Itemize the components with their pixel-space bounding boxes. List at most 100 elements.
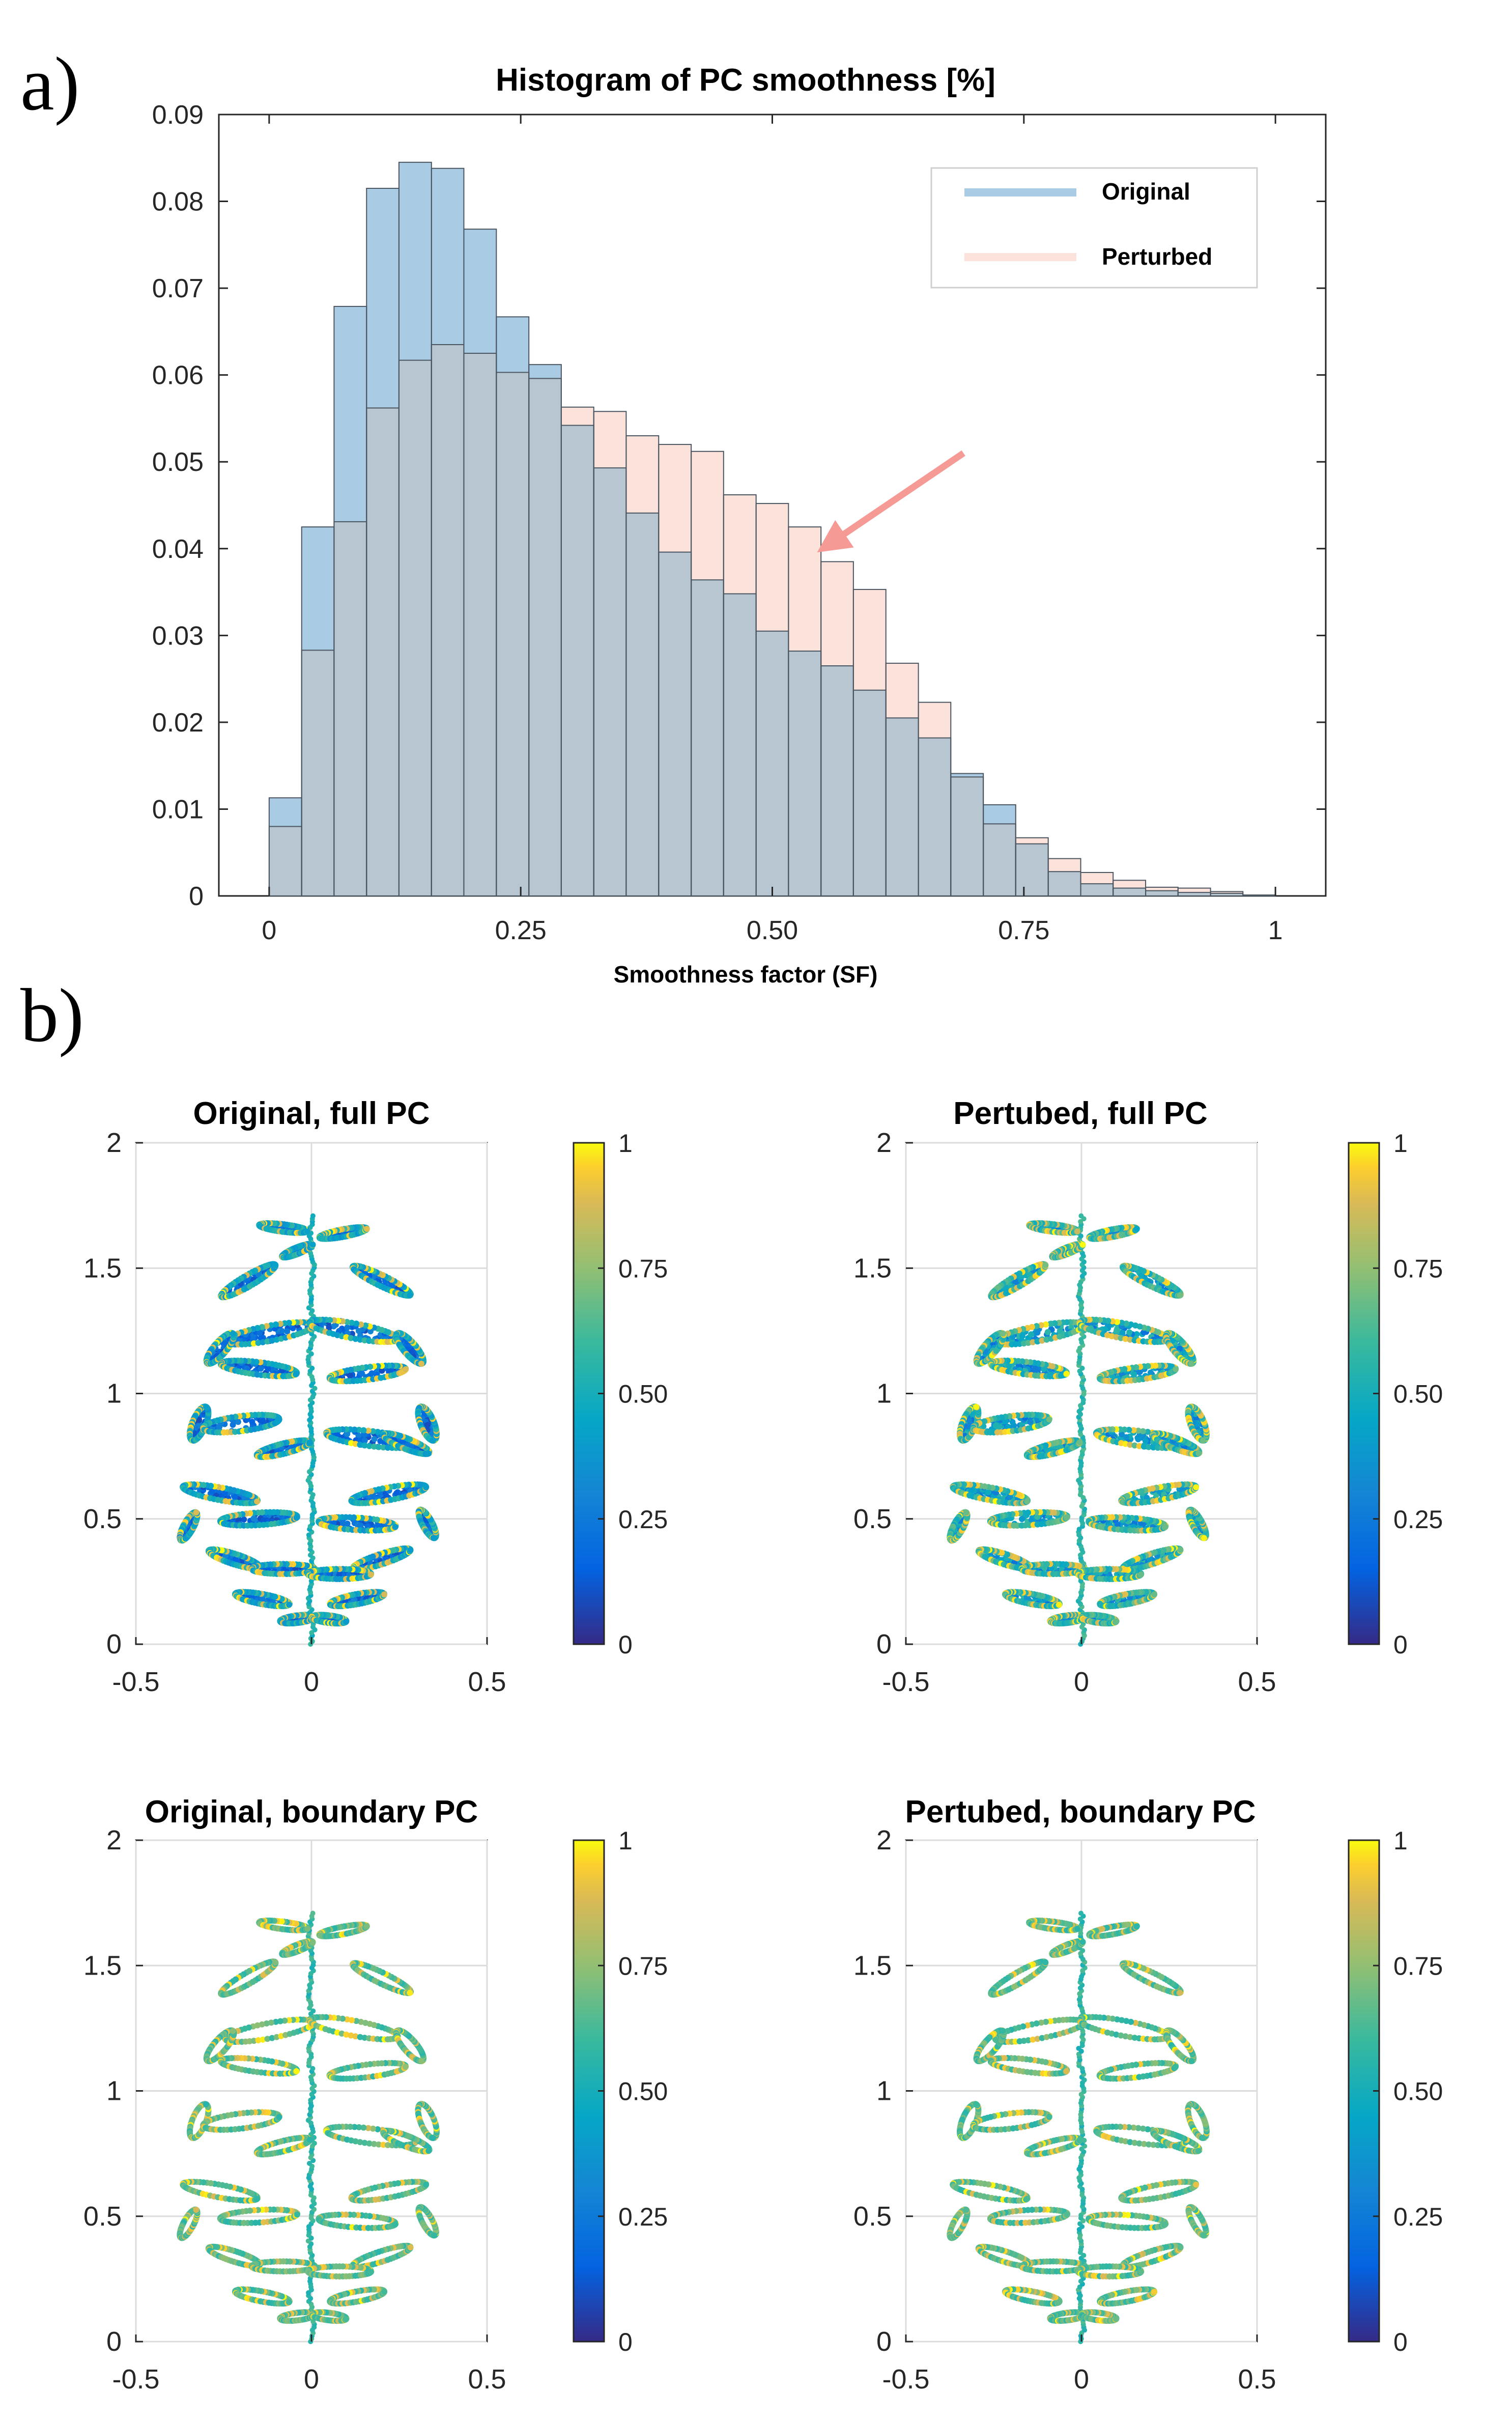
overlap-bar xyxy=(951,777,984,896)
perturbed-bar xyxy=(561,407,594,426)
overlap-bar xyxy=(301,650,334,896)
colorbar-tick-label: 0.25 xyxy=(618,1505,668,1534)
leaf-edge-point xyxy=(193,1509,199,1516)
overlap-bar xyxy=(593,468,626,896)
panel-label-a: a) xyxy=(20,42,80,126)
overlap-bar xyxy=(1080,884,1114,896)
overlap-bar xyxy=(853,690,886,896)
original-bar xyxy=(529,364,561,379)
perturbed-bar xyxy=(1113,880,1146,888)
perturbed-bar xyxy=(821,561,853,666)
x-tick-label: 0 xyxy=(262,916,276,945)
leaf-edge-point xyxy=(294,1514,300,1521)
y-tick-label: 1.5 xyxy=(83,1253,122,1283)
leaf-edge-point xyxy=(276,1416,282,1423)
leaf-point xyxy=(344,1324,351,1331)
overlap-bar xyxy=(659,552,692,896)
overlap-bar xyxy=(1210,893,1243,896)
x-tick-label: 0.50 xyxy=(747,916,798,945)
leaf-edge-point xyxy=(430,1437,436,1444)
overlap-bar xyxy=(529,378,561,896)
x-tick-label: -0.5 xyxy=(112,1667,159,1697)
perturbed-bar xyxy=(1178,888,1211,893)
colorbar-ticks: 00.250.500.751 xyxy=(598,1129,668,1659)
annotation-arrow xyxy=(817,450,965,553)
overlap-bar xyxy=(918,738,951,896)
y-tick-label: 0.08 xyxy=(152,187,204,217)
y-tick-label: 0.02 xyxy=(152,708,204,738)
overlap-bar xyxy=(431,344,464,896)
overlap-bar xyxy=(723,594,756,896)
original-bar xyxy=(983,804,1016,824)
stem-point xyxy=(309,1630,315,1636)
panel-label-b: b) xyxy=(20,973,84,1058)
leaf-point xyxy=(368,1370,375,1376)
leaf-edge-point xyxy=(304,1228,310,1235)
leaf-edge-point xyxy=(230,1330,236,1337)
overlap-bar xyxy=(269,826,302,896)
leaf-edge-point xyxy=(418,1361,424,1367)
y-tick-label: 0.04 xyxy=(152,534,204,564)
scatter-panels: Original, full PC 00.511.52-0.5 0 0.5 00.2… xyxy=(83,1096,1443,2395)
stem-point xyxy=(1078,1213,1084,1219)
y-tick-label: 0 xyxy=(189,882,204,911)
colorbar-tick-label: 1 xyxy=(618,1129,633,1158)
leaf-point xyxy=(241,1516,247,1523)
leaf-edge-point xyxy=(403,1366,409,1373)
leaf-edge-point xyxy=(343,1618,350,1625)
legend-box xyxy=(930,167,1258,289)
histogram-legend: Original Perturbed xyxy=(930,167,1258,289)
perturbed-bar xyxy=(593,411,626,468)
legend-original-label: Original xyxy=(1102,178,1190,205)
overlap-bar xyxy=(691,580,724,896)
leaf-point xyxy=(355,1328,362,1334)
y-tick-label: 0.05 xyxy=(152,447,204,477)
leaf-edge-point xyxy=(203,1403,210,1410)
perturbed-bar xyxy=(1210,891,1243,893)
perturbed-bar xyxy=(853,589,886,690)
overlap-bar xyxy=(1048,871,1081,896)
leaf-edge-point xyxy=(254,1498,261,1505)
overlap-bar xyxy=(1015,843,1048,896)
original-bar xyxy=(269,798,302,827)
original-bar xyxy=(398,162,432,360)
perturbed-bar-outline xyxy=(1242,894,1276,896)
overlap-bar xyxy=(464,353,497,896)
perturbed-bar xyxy=(1080,872,1114,884)
leaf-edge-point xyxy=(425,1450,432,1457)
original-bar xyxy=(951,773,984,777)
perturbed-bar xyxy=(1146,887,1178,891)
perturbed-bar xyxy=(1048,858,1081,872)
leaf-point xyxy=(424,1422,431,1428)
original-bar xyxy=(464,229,497,354)
leaf-point xyxy=(371,1436,378,1443)
y-tick-label: 0.01 xyxy=(152,795,204,824)
leaf-edge-point xyxy=(431,1535,437,1541)
leaf-edge-point xyxy=(293,1370,300,1377)
perturbed-bar xyxy=(788,527,821,652)
leaf-edge-point xyxy=(381,1591,388,1598)
leaf-edge-point xyxy=(423,1484,430,1490)
histogram-chart: Histogram of PC smoothness [%] 00.010.02… xyxy=(152,63,1327,988)
panel-original-full: Original, full PC 00.511.52-0.5 0 0.5 00.2… xyxy=(83,1096,668,1697)
leaf-edge-point xyxy=(306,1439,313,1446)
overlap-bar xyxy=(756,631,789,896)
original-bar xyxy=(366,188,399,408)
leaf-edge-point xyxy=(363,1226,370,1232)
perturbed-bar xyxy=(918,702,951,738)
overlap-bar xyxy=(1178,892,1211,896)
histogram-xlabel: Smoothness factor (SF) xyxy=(614,961,878,988)
perturbed-bar xyxy=(1015,837,1048,844)
overlap-bar xyxy=(334,521,367,896)
y-tick-label: 2 xyxy=(106,1128,122,1158)
leaf-edge-point xyxy=(392,1524,398,1530)
overlap-bar xyxy=(821,666,853,896)
y-tick-label: 0.07 xyxy=(152,274,204,303)
overlap-bar xyxy=(561,425,594,896)
overlap-bar xyxy=(496,372,529,896)
x-tick-label: 0.75 xyxy=(998,916,1049,945)
x-tick-label: 1 xyxy=(1268,916,1283,945)
original-bar xyxy=(334,306,367,522)
x-tick-label: 0.5 xyxy=(468,1667,506,1697)
